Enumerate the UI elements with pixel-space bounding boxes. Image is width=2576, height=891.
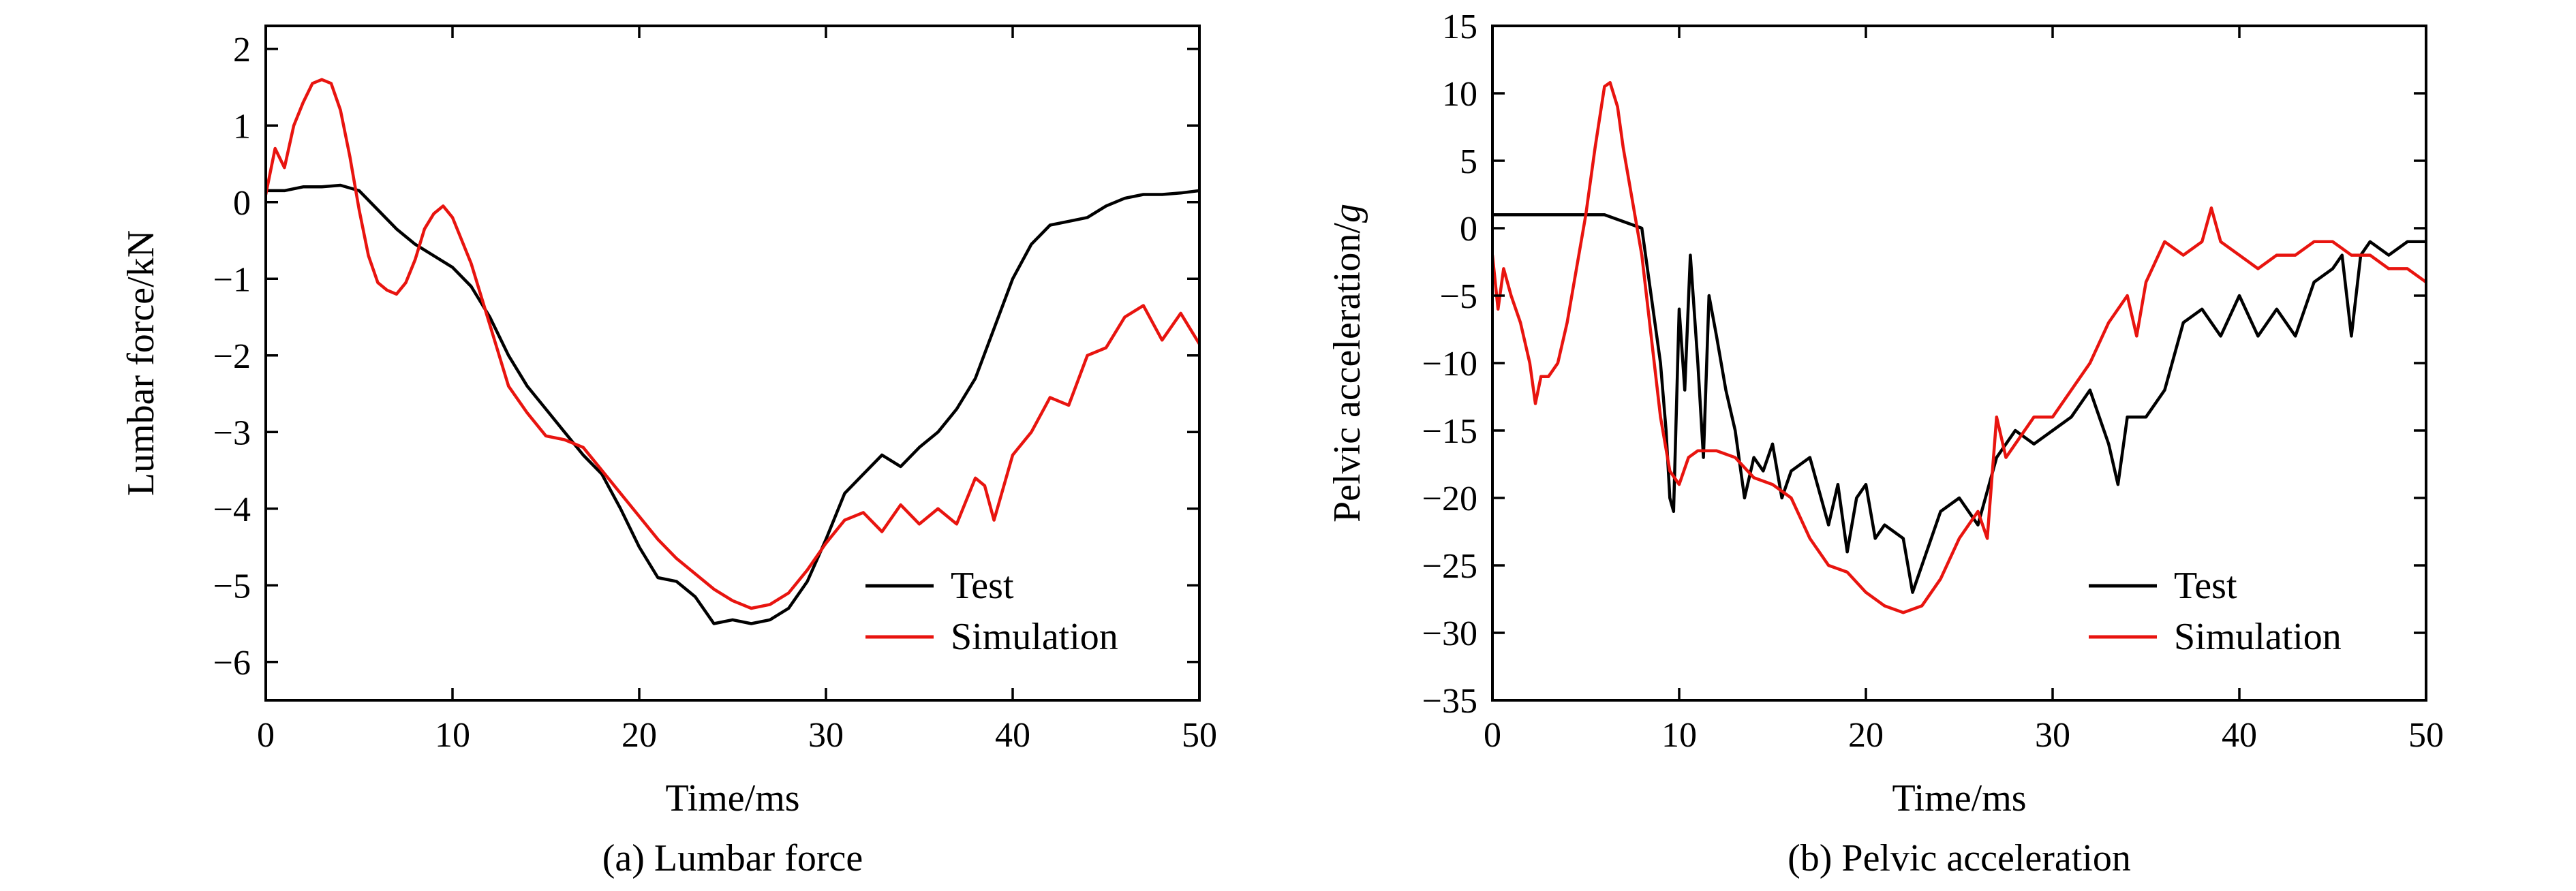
plot-frame — [1491, 25, 2427, 702]
y-tick-label: −35 — [1422, 682, 1477, 721]
legend-label-test: Test — [2174, 565, 2237, 607]
x-tick-label: 0 — [1484, 716, 1501, 755]
y-tick-label: 0 — [233, 184, 251, 223]
y-tick-label: −25 — [1422, 547, 1477, 586]
y-axis-label: Pelvic acceleration/g — [1326, 204, 1368, 522]
legend-label-test: Test — [951, 565, 1014, 607]
y-axis-label: Lumbar force/kN — [120, 230, 162, 496]
x-tick-label: 40 — [995, 716, 1030, 755]
y-tick-label: 2 — [233, 31, 251, 69]
legend-label-simulation: Simulation — [2174, 616, 2342, 658]
plot-frame — [264, 25, 1201, 702]
x-tick-label: 30 — [2035, 716, 2070, 755]
y-tick-label: 15 — [1442, 7, 1477, 46]
x-tick-label: 10 — [1661, 716, 1697, 755]
series-lines — [1492, 80, 2426, 614]
y-tick-label: −20 — [1422, 480, 1477, 518]
legend: Test Simulation — [865, 565, 1118, 658]
x-tick-label: 20 — [1848, 716, 1884, 755]
y-tick-label: 1 — [233, 107, 251, 146]
y-tick-label: −3 — [213, 413, 251, 452]
legend-label-simulation: Simulation — [951, 616, 1118, 658]
y-tick-label: −5 — [213, 567, 251, 606]
x-axis-label: Time/ms — [665, 777, 799, 819]
y-tick-label: 10 — [1442, 75, 1477, 114]
y-tick-label: −5 — [1440, 277, 1477, 316]
y-tick-label: −1 — [213, 260, 251, 299]
x-tick-label: 40 — [2222, 716, 2257, 755]
y-axis-label-text: Pelvic acceleration/ — [1326, 223, 1368, 522]
y-tick-label: −10 — [1422, 345, 1477, 384]
y-tick-label: −2 — [213, 337, 251, 376]
x-tick-label: 50 — [1182, 716, 1217, 755]
y-tick-label: −4 — [213, 490, 251, 529]
series-line-test — [266, 183, 1199, 625]
series-line-test — [1492, 213, 2426, 594]
panel-caption: (b) Pelvic acceleration — [1788, 837, 2131, 879]
y-tick-label: 0 — [1460, 210, 1477, 249]
x-tick-label: 30 — [808, 716, 844, 755]
x-tick-label: 50 — [2408, 716, 2444, 755]
panel-caption: (a) Lumbar force — [602, 837, 863, 879]
y-tick-label: −6 — [213, 644, 251, 683]
y-tick-label: −30 — [1422, 614, 1477, 653]
x-tick-label: 0 — [257, 716, 275, 755]
x-axis-label: Time/ms — [1892, 777, 2026, 819]
legend: Test Simulation — [2089, 565, 2342, 658]
series-line-simulation — [266, 78, 1199, 610]
series-line-simulation — [1492, 80, 2426, 614]
y-tick-label: 5 — [1460, 142, 1477, 181]
x-tick-label: 20 — [622, 716, 657, 755]
y-tick-label: −15 — [1422, 412, 1477, 451]
y-axis-label-unit: g — [1326, 204, 1368, 223]
series-lines — [266, 78, 1199, 625]
x-tick-label: 10 — [435, 716, 470, 755]
